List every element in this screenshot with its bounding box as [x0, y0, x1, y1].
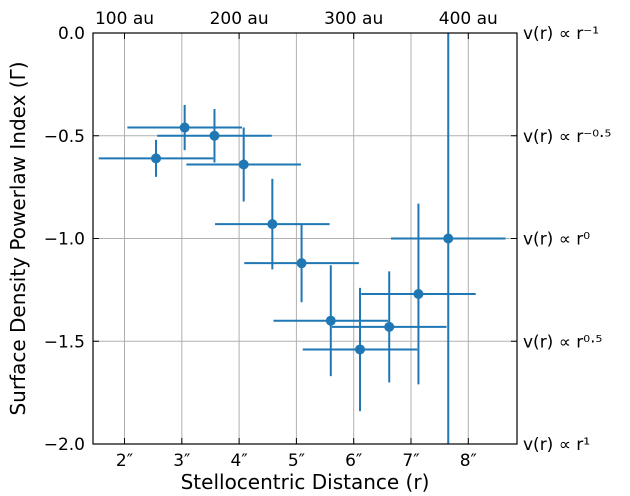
- y-tick-label: −1.5: [44, 332, 85, 352]
- data-point: [443, 233, 454, 244]
- x-tick-label: 8″: [460, 451, 477, 471]
- x-tick-labels: 2″ 3″ 4″ 5″ 6″ 7″ 8″: [116, 451, 477, 471]
- data-point: [209, 130, 220, 141]
- right-axis-label: v(r) ∝ r⁻¹: [523, 24, 599, 44]
- data-point: [238, 159, 249, 170]
- top-axis-label: 100 au: [95, 9, 154, 29]
- right-axis-label: v(r) ∝ r⁰·⁵: [523, 332, 602, 352]
- x-tick-label: 5″: [288, 451, 305, 471]
- top-axis-label: 200 au: [210, 9, 269, 29]
- x-tick-label: 4″: [231, 451, 248, 471]
- ticks: [93, 32, 517, 445]
- x-tick-label: 7″: [402, 451, 419, 471]
- x-tick-label: 3″: [173, 451, 190, 471]
- right-axis-label: v(r) ∝ r⁰: [523, 230, 590, 250]
- data-points: [151, 122, 454, 355]
- right-axis-label: v(r) ∝ r⁻⁰·⁵: [523, 127, 611, 147]
- top-axis-label: 300 au: [324, 9, 383, 29]
- data-point: [267, 219, 278, 230]
- y-tick-label: −0.5: [44, 127, 85, 147]
- data-point: [179, 122, 190, 133]
- y-tick-label: −2.0: [44, 435, 85, 455]
- data-point: [325, 315, 336, 326]
- data-point: [413, 288, 424, 299]
- top-axis-label: 400 au: [439, 9, 498, 29]
- right-axis-label: v(r) ∝ r¹: [523, 435, 590, 455]
- data-point: [355, 344, 366, 355]
- top-axis-labels: 100 au 200 au 300 au 400 au: [95, 9, 498, 29]
- y-tick-label: 0.0: [58, 24, 85, 44]
- data-point: [151, 153, 162, 164]
- y-tick-labels: 0.0 −0.5 −1.0 −1.5 −2.0: [44, 24, 85, 455]
- x-axis-title: Stellocentric Distance (r): [181, 470, 430, 494]
- y-tick-label: −1.0: [44, 230, 85, 250]
- data-point: [384, 321, 395, 332]
- y-axis-title: Surface Density Powerlaw Index (Γ): [6, 61, 30, 415]
- x-tick-label: 2″: [116, 451, 133, 471]
- data-point: [296, 258, 307, 269]
- right-axis-labels: v(r) ∝ r⁻¹ v(r) ∝ r⁻⁰·⁵ v(r) ∝ r⁰ v(r) ∝ r⁰…: [523, 24, 611, 455]
- x-tick-label: 6″: [345, 451, 362, 471]
